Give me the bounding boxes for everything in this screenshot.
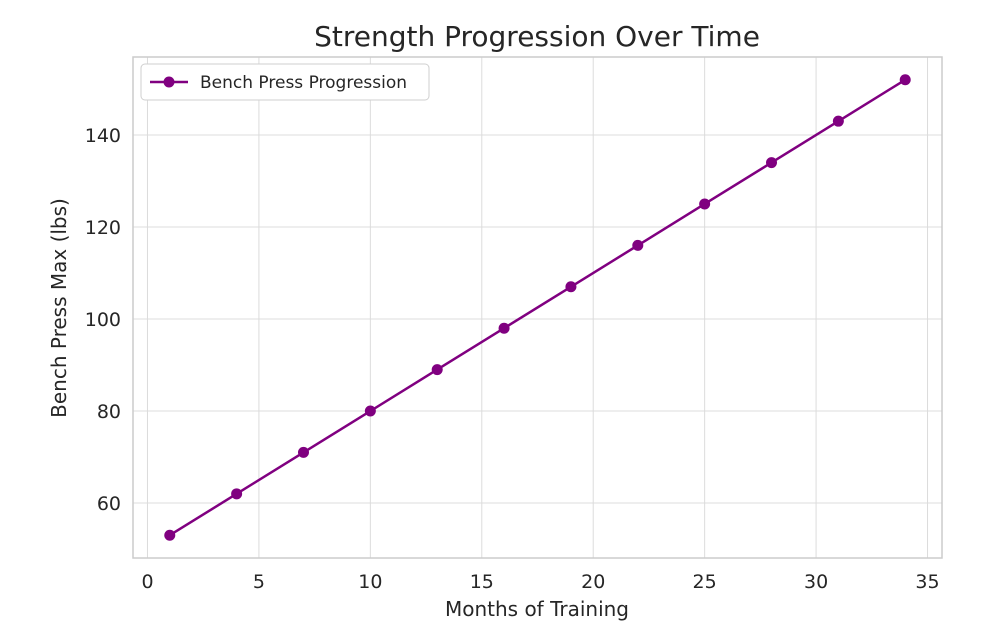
x-tick-label: 10 <box>358 571 382 593</box>
legend-marker-swatch <box>163 76 175 88</box>
data-point <box>231 488 243 500</box>
x-tick-label: 5 <box>253 571 265 593</box>
y-tick-label: 60 <box>97 493 121 515</box>
legend-label: Bench Press Progression <box>200 73 407 93</box>
y-axis-label: Bench Press Max (lbs) <box>47 198 71 418</box>
x-tick-label: 30 <box>804 571 828 593</box>
x-tick-label: 20 <box>581 571 605 593</box>
plot-frame <box>132 56 943 559</box>
data-point <box>699 198 711 210</box>
x-tick-label: 0 <box>141 571 153 593</box>
data-point <box>164 529 176 541</box>
x-tick-label: 25 <box>693 571 717 593</box>
data-point <box>431 364 443 376</box>
legend: Bench Press Progression <box>140 63 430 101</box>
chart-title: Strength Progression Over Time <box>314 20 760 53</box>
series-layer <box>164 74 911 541</box>
data-point <box>565 281 577 293</box>
y-tick-label: 140 <box>85 125 121 147</box>
data-point <box>498 322 510 334</box>
data-point <box>632 239 644 251</box>
x-tick-label: 35 <box>915 571 939 593</box>
x-tick-label: 15 <box>470 571 494 593</box>
y-tick-label: 120 <box>85 217 121 239</box>
x-axis-ticks: 0 5 10 15 20 25 30 35 <box>141 571 939 593</box>
data-point <box>832 115 844 127</box>
y-tick-label: 80 <box>97 401 121 423</box>
data-point <box>297 446 309 458</box>
grid-lines <box>133 57 942 558</box>
y-axis-ticks: 60 80 100 120 140 <box>85 125 121 515</box>
plot-border <box>132 56 943 559</box>
x-axis-label: Months of Training <box>445 597 629 621</box>
series-line <box>168 78 907 537</box>
legend-box <box>140 63 430 101</box>
y-tick-label: 100 <box>85 309 121 331</box>
data-point <box>899 74 911 86</box>
data-point <box>364 405 376 417</box>
data-point <box>766 157 778 169</box>
